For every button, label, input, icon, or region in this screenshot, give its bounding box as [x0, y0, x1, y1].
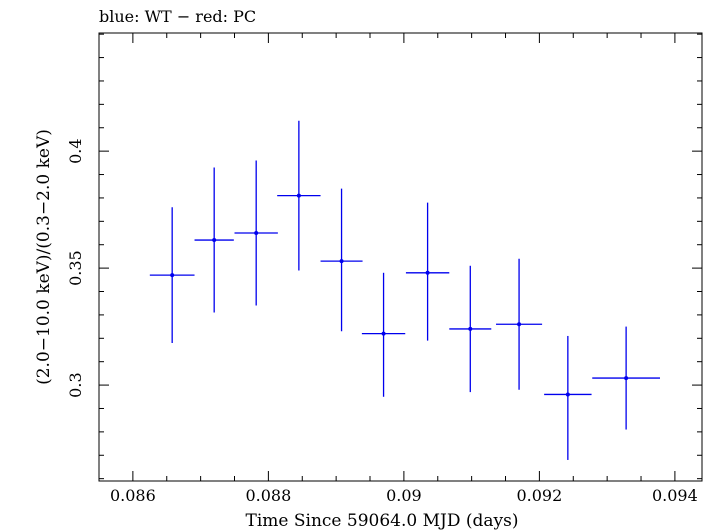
data-point [234, 160, 278, 306]
x-tick-label: 0.092 [516, 486, 562, 505]
data-point [405, 202, 450, 341]
data-point [592, 326, 660, 430]
data-point [320, 188, 363, 332]
y-tick-label: 0.4 [66, 138, 85, 163]
data-marker [339, 259, 344, 264]
x-axis: 0.086 0.088 0.09 0.092 0.094 [98, 33, 698, 505]
data-marker [565, 392, 570, 397]
data-point [449, 265, 492, 393]
plot-frame [98, 32, 703, 482]
y-tick-label: 0.3 [66, 372, 85, 397]
x-tick-label: 0.09 [386, 486, 422, 505]
data-marker [624, 376, 629, 381]
chart-title: blue: WT − red: PC [99, 7, 256, 26]
x-axis-label: Time Since 59064.0 MJD (days) [246, 511, 519, 531]
data-point [277, 120, 321, 271]
data-marker [517, 322, 522, 327]
data-marker [212, 238, 217, 243]
data-marker [381, 331, 386, 336]
data-point [496, 258, 543, 390]
data-point [194, 167, 234, 313]
data-marker [170, 273, 175, 278]
data-series-wt [149, 120, 660, 460]
data-point [544, 335, 592, 460]
x-tick-label: 0.088 [245, 486, 291, 505]
data-marker [425, 270, 430, 275]
data-marker [468, 326, 473, 331]
x-tick-label: 0.086 [110, 486, 156, 505]
data-point [361, 272, 406, 397]
data-marker [254, 231, 259, 236]
x-tick-label: 0.094 [652, 486, 698, 505]
data-point [149, 207, 195, 343]
y-tick-label: 0.35 [66, 250, 85, 286]
data-marker [296, 193, 301, 198]
y-axis: 0.3 0.35 0.4 [66, 33, 702, 480]
y-axis-label: (2.0−10.0 keV)/(0.3−2.0 keV) [34, 129, 54, 385]
